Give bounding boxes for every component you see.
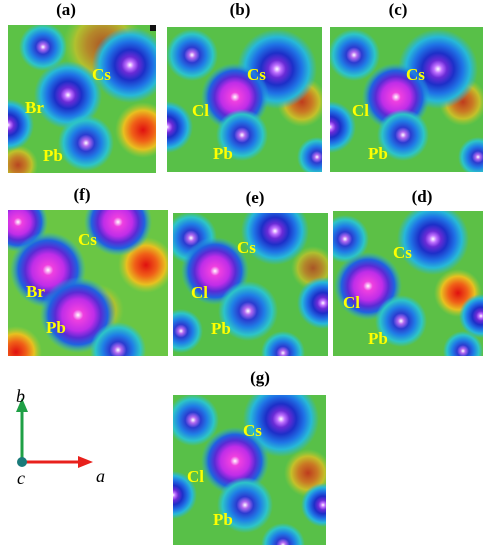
pb-label: Pb [46, 318, 66, 337]
panel-title-f: (f) [73, 185, 91, 204]
cs-label: Cs [406, 65, 425, 84]
axis-label-c: c [17, 468, 25, 488]
pb-label: Pb [368, 144, 388, 163]
contour-map-d: Cs Cl Pb [333, 211, 483, 356]
panel-title-d: (d) [411, 187, 433, 206]
cs-label: Cs [393, 243, 412, 262]
panel-title-a: (a) [56, 0, 76, 19]
panel-title-c: (c) [388, 0, 408, 19]
cs-label: Cs [247, 65, 266, 84]
panel-title-e: (e) [245, 188, 265, 207]
b-axis-arrowhead [16, 398, 28, 412]
cl-label: Cl [192, 101, 209, 120]
br-label: Br [26, 282, 45, 301]
cs-label: Cs [92, 65, 111, 84]
cs-label: Cs [243, 421, 262, 440]
axis-label-a: a [96, 466, 105, 486]
cl-label: Cl [191, 283, 208, 302]
cl-label: Cl [187, 467, 204, 486]
pb-label: Pb [368, 329, 388, 348]
cs-label: Cs [237, 238, 256, 257]
c-axis-origin [17, 457, 27, 467]
panel-title-g: (g) [250, 368, 270, 387]
a-axis-arrowhead [78, 456, 93, 468]
pb-label: Pb [213, 510, 233, 529]
contour-map-e: Cs Cl Pb [173, 213, 328, 356]
panel-title-b: (b) [229, 0, 251, 19]
pb-label: Pb [43, 146, 63, 165]
contour-map-a: Cs Br Pb [8, 25, 156, 173]
br-label: Br [25, 98, 44, 117]
cl-label: Cl [343, 293, 360, 312]
pb-label: Pb [211, 319, 231, 338]
cl-label: Cl [352, 101, 369, 120]
cs-label: Cs [78, 230, 97, 249]
pb-label: Pb [213, 144, 233, 163]
axis-indicator [16, 398, 93, 468]
contour-map-f: Cs Br Pb [8, 210, 168, 356]
contour-map-b: Cs Cl Pb [167, 27, 322, 172]
contour-map-g: Cs Cl Pb [173, 395, 326, 545]
axis-label-b: b [16, 386, 25, 406]
contour-map-c: Cs Cl Pb [330, 27, 483, 172]
